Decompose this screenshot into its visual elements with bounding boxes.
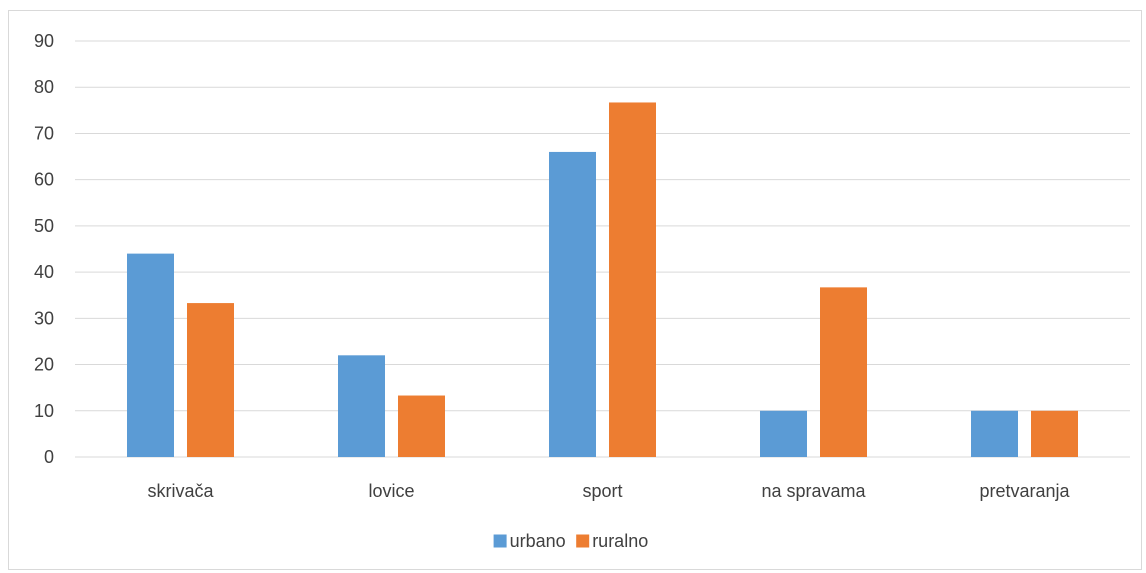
bar-ruralno: [398, 395, 445, 457]
legend-label-ruralno: ruralno: [592, 531, 648, 551]
y-tick-label: 40: [34, 262, 54, 282]
bar-ruralno: [187, 303, 234, 457]
y-tick-label: 60: [34, 170, 54, 190]
x-tick-label: lovice: [368, 481, 414, 501]
legend-swatch-ruralno: [576, 534, 590, 548]
y-tick-label: 50: [34, 216, 54, 236]
y-tick-label: 10: [34, 401, 54, 421]
x-tick-label: pretvaranja: [979, 481, 1070, 501]
bar-ruralno: [609, 102, 656, 457]
bar-urbano: [760, 410, 807, 457]
y-tick-label: 0: [44, 447, 54, 467]
legend-swatch-urbano: [493, 534, 507, 548]
y-tick-label: 20: [34, 355, 54, 375]
y-tick-label: 30: [34, 308, 54, 328]
bar-urbano: [127, 253, 174, 457]
x-tick-label: na spravama: [761, 481, 866, 501]
y-tick-label: 70: [34, 123, 54, 143]
x-tick-label: sport: [582, 481, 622, 501]
legend-label-urbano: urbano: [510, 531, 566, 551]
bar-urbano: [338, 355, 385, 457]
y-tick-label: 90: [34, 31, 54, 51]
bar-ruralno: [1031, 410, 1078, 457]
y-tick-label: 80: [34, 77, 54, 97]
bar-urbano: [971, 410, 1018, 457]
bar-urbano: [549, 151, 596, 457]
x-tick-label: skrivača: [147, 481, 214, 501]
bar-ruralno: [820, 287, 867, 457]
